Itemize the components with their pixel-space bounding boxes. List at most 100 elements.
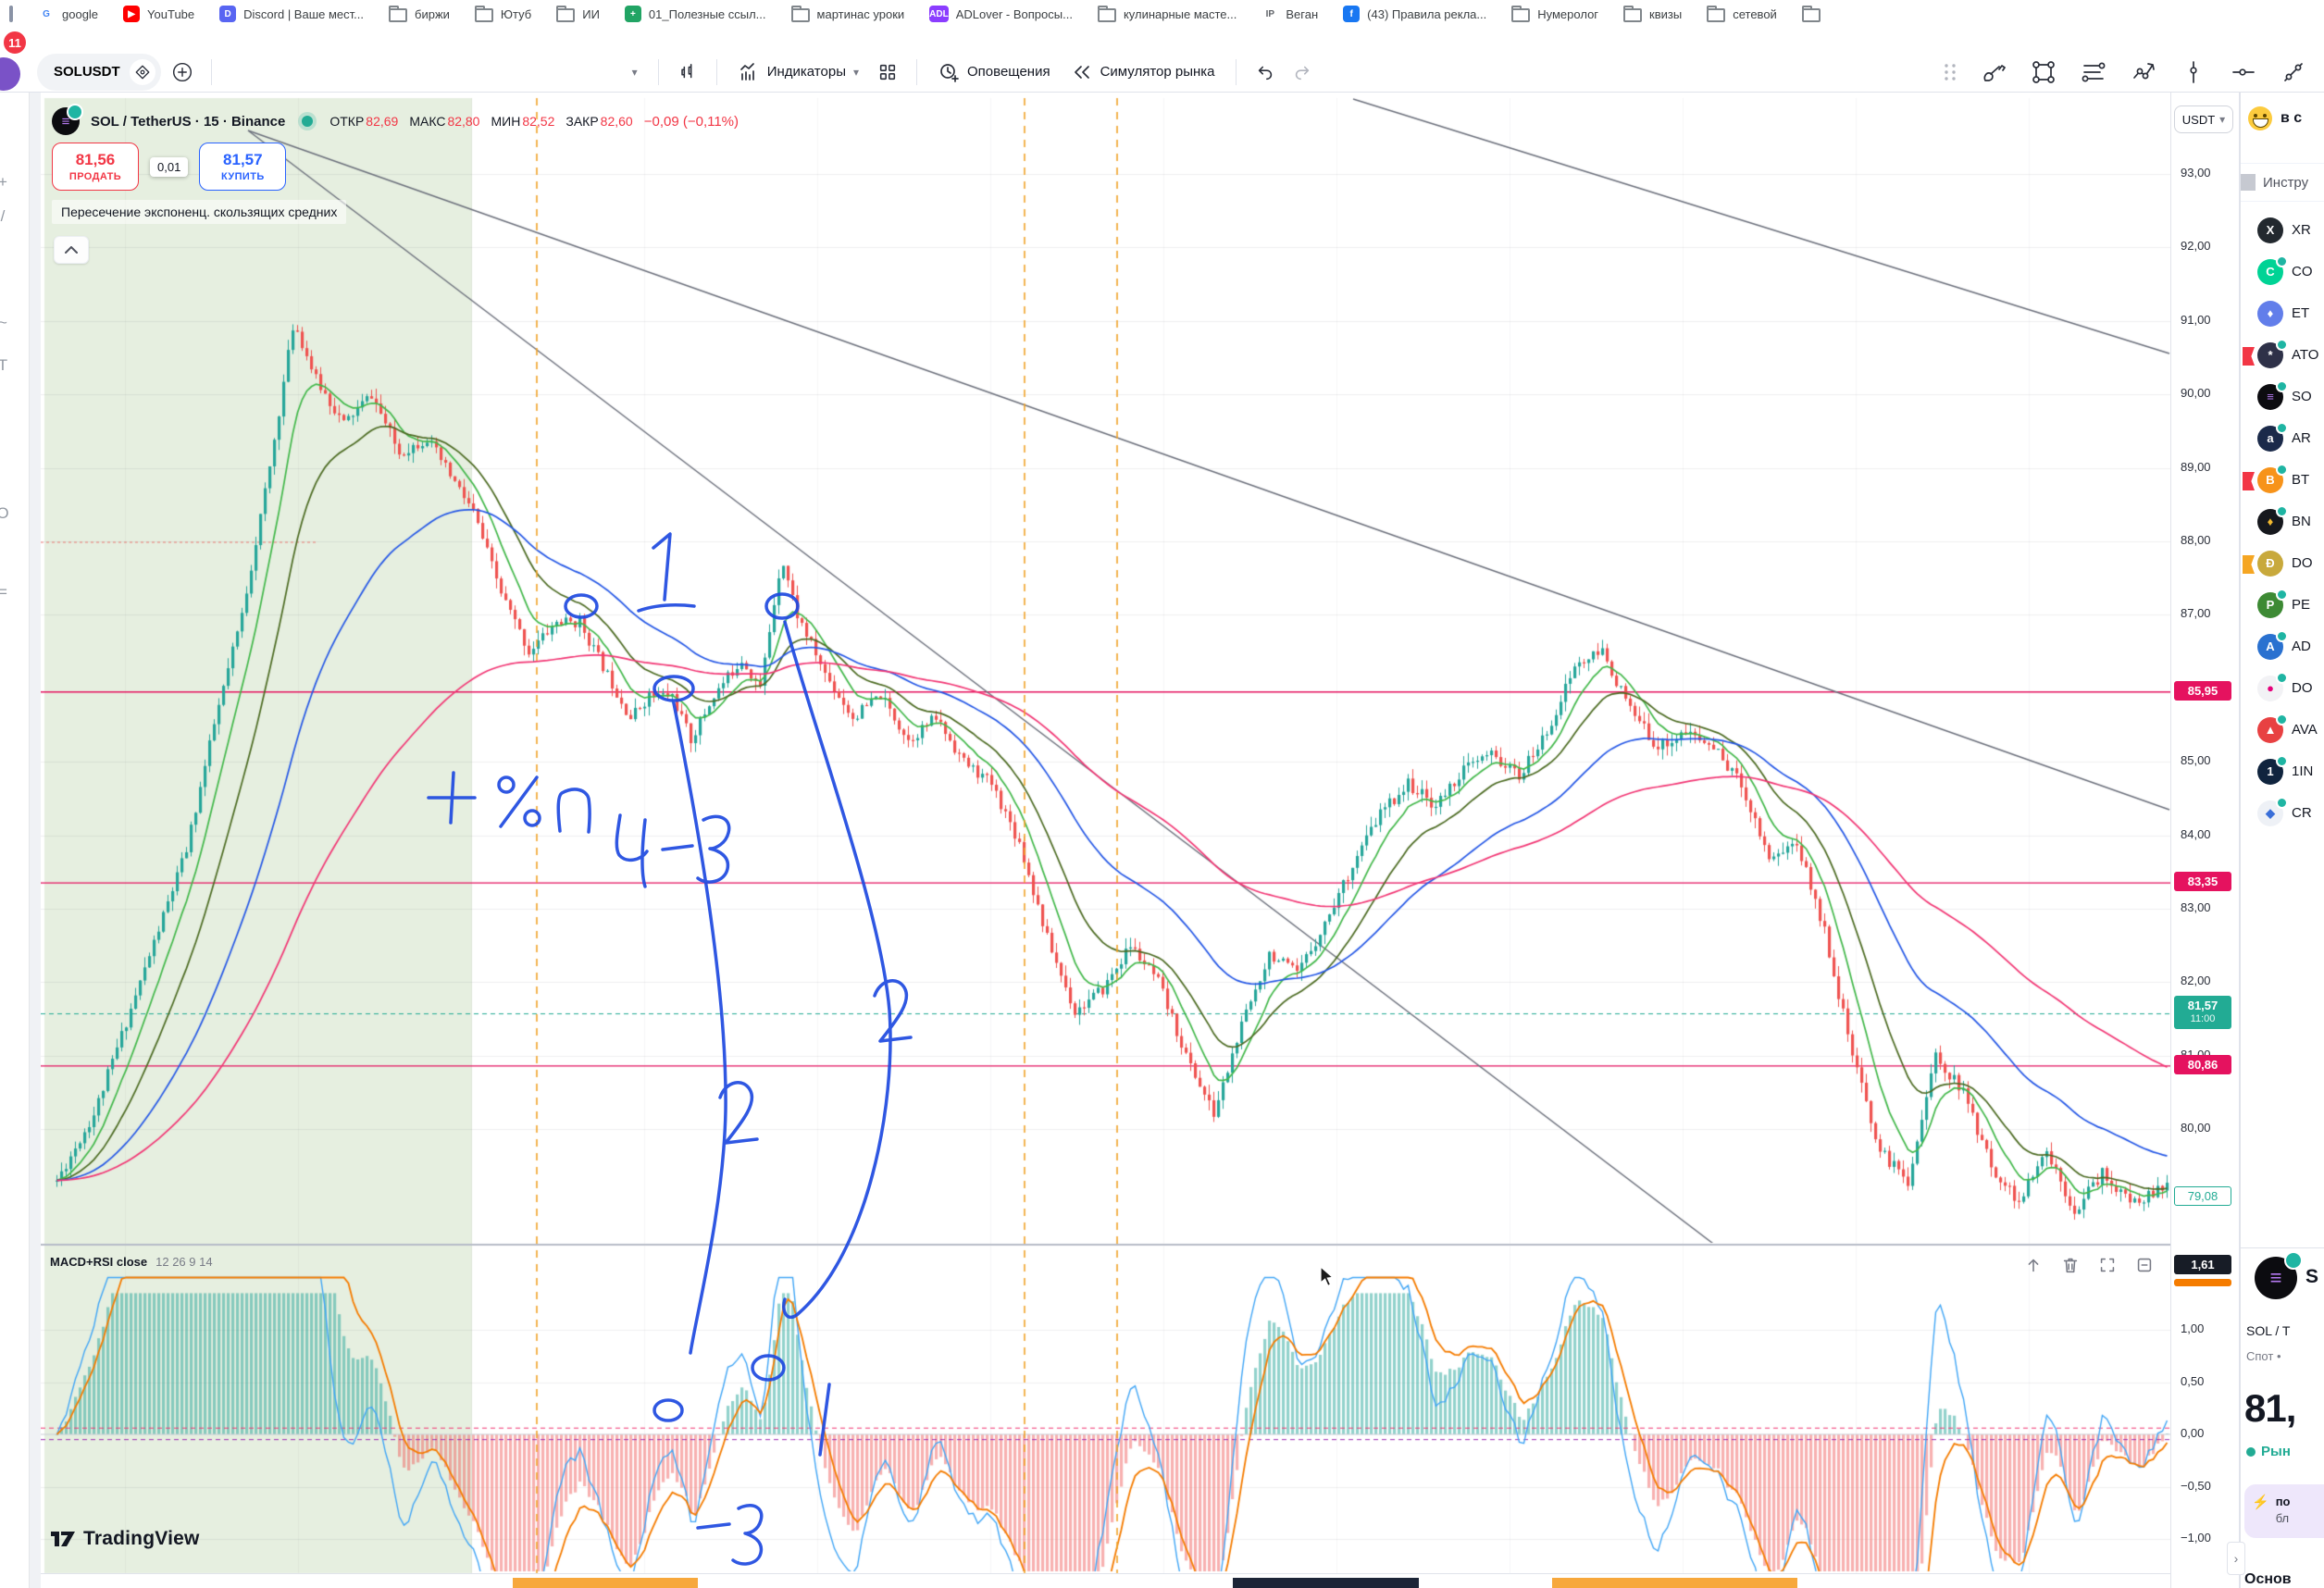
macd-legend[interactable]: MACD+RSI close 12 26 9 14 <box>50 1255 246 1269</box>
bookmark-item[interactable]: Нумеролог <box>1511 6 1598 22</box>
add-symbol-button[interactable] <box>167 56 198 88</box>
replay-button[interactable]: Симулятор рынка <box>1063 57 1223 87</box>
sidebar-tools-row[interactable]: Инстру <box>2241 163 2324 202</box>
bookmark-item[interactable]: кулинарные масте... <box>1097 6 1237 22</box>
notification-badge[interactable]: 11 <box>2 30 28 56</box>
watchlist-row[interactable]: ♦ ET <box>2244 292 2324 334</box>
shapes-tool-icon[interactable]: O <box>0 502 14 525</box>
toolbar-divider <box>916 58 918 85</box>
redo-button[interactable] <box>1286 56 1318 88</box>
promo-banner[interactable]: ⚡ по бл <box>2244 1484 2324 1538</box>
timeframe-button[interactable] <box>403 56 441 88</box>
bookmark-label: Discord | Ваше мест... <box>243 6 364 21</box>
coin-icon: ▲ <box>2257 713 2288 743</box>
bookmark-item[interactable]: G google <box>38 6 98 22</box>
indicators-button[interactable]: Индикаторы ▾ <box>730 57 866 87</box>
bookmark-item[interactable] <box>1801 6 1828 22</box>
bookmark-favicon: ADL <box>929 6 949 22</box>
timeframe-button[interactable] <box>447 56 486 88</box>
bookmark-item[interactable]: мартинас уроки <box>790 6 904 22</box>
move-pane-up-icon[interactable] <box>2021 1253 2045 1277</box>
time-axis[interactable] <box>41 1573 2170 1588</box>
crosshair-tool-icon[interactable]: + <box>0 171 14 193</box>
watchlist-row[interactable]: * ATO <box>2243 334 2324 376</box>
exchange-badge-icon <box>2276 671 2288 684</box>
watchlist-row[interactable]: Ð DO <box>2243 542 2324 584</box>
drag-handle-icon[interactable] <box>1943 61 1957 83</box>
watchlist-row[interactable]: a AR <box>2244 417 2324 459</box>
vertical-line-tool-icon[interactable] <box>2180 58 2207 86</box>
buy-button[interactable]: 81,57 КУПИТЬ <box>199 143 287 191</box>
fib-tool-icon[interactable]: ~ <box>0 312 14 334</box>
bookmark-item[interactable]: сетевой <box>1707 6 1777 22</box>
candlestick-chart-canvas[interactable] <box>41 93 2170 1588</box>
currency-selector[interactable]: USDT ▾ <box>2174 105 2233 133</box>
watchlist-row[interactable]: ≡ SO <box>2244 376 2324 417</box>
alerts-button[interactable]: Оповещения <box>930 57 1058 87</box>
collapse-scale-button[interactable]: › <box>2227 1542 2245 1575</box>
sell-button[interactable]: 81,56 ПРОДАТЬ <box>52 143 139 191</box>
indicator-tick: −1,00 <box>2181 1531 2211 1545</box>
bookmark-favicon: G <box>38 6 55 22</box>
delete-pane-icon[interactable] <box>2058 1253 2082 1277</box>
bookmark-item[interactable]: + 01_Полезные ссыл... <box>624 6 766 22</box>
parallel-lines-tool-icon[interactable] <box>2080 58 2107 86</box>
bookmark-item[interactable]: ИИ <box>556 6 600 22</box>
undo-button[interactable] <box>1249 56 1281 88</box>
bookmark-label: биржи <box>415 6 450 21</box>
watchlist-row[interactable]: P PE <box>2244 584 2324 626</box>
chart-area[interactable]: ≡ SOL / TetherUS · 15 · Binance ОТКР 82,… <box>41 93 2170 1588</box>
trend-line-tool-icon[interactable] <box>2280 58 2307 86</box>
timeframe-button[interactable] <box>314 56 353 88</box>
watchlist-row[interactable]: ♦ BN <box>2244 501 2324 542</box>
price-scale[interactable]: USDT ▾ 93,00 92,00 91,00 90,00 89,00 88,00 87,… <box>2170 93 2240 1588</box>
watchlist-row[interactable]: C CO <box>2244 251 2324 292</box>
brush-tool-icon[interactable] <box>1980 58 2007 86</box>
bookmark-item[interactable]: f (43) Правила рекла... <box>1343 6 1486 22</box>
bookmark-item[interactable]: Ютуб <box>474 6 531 22</box>
exchange-badge-icon <box>2276 254 2288 267</box>
watchlist-row[interactable]: A AD <box>2244 626 2324 667</box>
indicator-title[interactable]: Пересечение экспоненц. скользящих средни… <box>52 200 347 224</box>
bookmark-item[interactable]: квизы <box>1623 6 1682 22</box>
watchlist-row[interactable]: ● DO <box>2244 667 2324 709</box>
watchlist-row[interactable]: ◆ CR <box>2244 792 2324 834</box>
tools-label: Инстру <box>2263 174 2309 191</box>
watchlist-row[interactable]: X XR <box>2244 209 2324 251</box>
trend-pattern-tool-icon[interactable] <box>2130 58 2157 86</box>
bookmark-item[interactable]: ADL ADLover - Вопросы... <box>929 6 1073 22</box>
watchlist-header[interactable]: в с <box>2248 100 2302 137</box>
bookmark-item[interactable]: IP Веган <box>1261 6 1319 22</box>
watchlist-row[interactable]: B BT <box>2243 459 2324 501</box>
text-tool-icon[interactable]: T <box>0 354 14 377</box>
timeframe-button[interactable] <box>225 56 264 88</box>
macd-line-value-label <box>2174 1279 2231 1287</box>
horizontal-line-tool-icon[interactable] <box>2230 58 2257 86</box>
symbol-search-button[interactable]: SOLUSDT <box>37 53 161 91</box>
bookmark-item[interactable]: биржи <box>389 6 450 22</box>
timeframe-button[interactable] <box>269 56 308 88</box>
timeframe-button[interactable] <box>491 56 530 88</box>
bookmark-item[interactable]: ▶ YouTube <box>123 6 194 22</box>
rectangle-tool-icon[interactable] <box>2030 58 2057 86</box>
exchange-badge-icon <box>2276 421 2288 434</box>
indicator-tick: 0,50 <box>2181 1373 2205 1388</box>
timeframe-dropdown[interactable]: ▾ <box>625 62 645 82</box>
collapse-legend-button[interactable] <box>54 236 89 264</box>
trendline-rail-icon[interactable]: / <box>0 205 14 228</box>
coin-symbol: SO <box>2292 389 2312 404</box>
chart-title[interactable]: SOL / TetherUS · 15 · Binance <box>91 113 286 130</box>
pane-settings-icon[interactable] <box>2132 1253 2156 1277</box>
watchlist-row[interactable]: ▲ AVA <box>2244 709 2324 751</box>
timeframe-button[interactable] <box>358 56 397 88</box>
measure-tool-icon[interactable]: = <box>0 581 14 603</box>
timeframe-button[interactable] <box>580 56 619 88</box>
chart-style-icon[interactable] <box>672 56 703 88</box>
watchlist-row[interactable]: 1 1IN <box>2244 751 2324 792</box>
profile-avatar[interactable] <box>0 57 20 91</box>
maximize-pane-icon[interactable] <box>2095 1253 2119 1277</box>
timeframe-button[interactable] <box>536 56 575 88</box>
bookmark-item[interactable]: D Discord | Ваше мест... <box>219 6 364 22</box>
layout-grid-icon[interactable] <box>872 56 903 88</box>
tradingview-logo[interactable]: TradingView <box>50 1527 200 1551</box>
